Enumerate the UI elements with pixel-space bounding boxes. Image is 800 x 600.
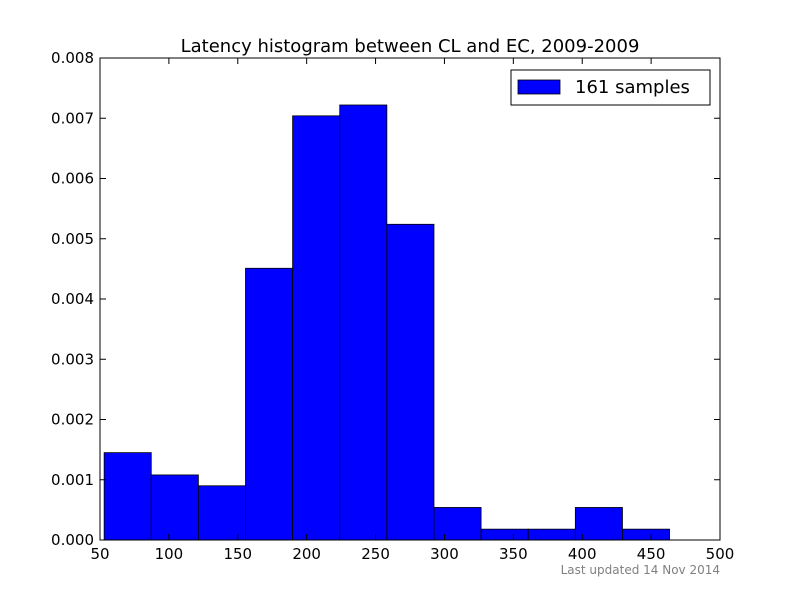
y-tick-label: 0.002	[51, 411, 94, 429]
histogram-bar	[197, 485, 246, 541]
legend-label: 161 samples	[575, 77, 690, 98]
histogram-bar	[527, 528, 576, 541]
y-tick-label: 0.001	[51, 471, 94, 489]
y-tick-label: 0.000	[51, 531, 94, 549]
bars	[103, 104, 670, 541]
histogram-bar	[622, 528, 670, 541]
chart-title: Latency histogram between CL and EC, 200…	[181, 36, 640, 57]
histogram-bar	[292, 115, 341, 541]
x-tick-label: 400	[568, 545, 597, 563]
histogram-bar	[574, 507, 623, 541]
x-tick-label: 150	[223, 545, 252, 563]
histogram-bar	[480, 528, 529, 541]
axis-ticks	[99, 57, 721, 541]
x-tick-label: 100	[155, 545, 184, 563]
x-tick-label: 450	[637, 545, 666, 563]
histogram-bar	[245, 267, 294, 541]
y-tick-label: 0.008	[51, 49, 94, 67]
histogram-bar	[339, 104, 388, 541]
y-tick-label: 0.003	[51, 350, 94, 368]
y-tick-label: 0.007	[51, 109, 94, 127]
x-tick-label: 50	[90, 545, 109, 563]
histogram-bar	[433, 507, 482, 541]
x-tick-label: 350	[499, 545, 528, 563]
axis-tick-labels: 50 100 150 200 250 300 350 400 450 500 0.000 0.001 0…	[51, 49, 734, 563]
x-tick-label: 300	[430, 545, 459, 563]
legend: 161 samples	[510, 69, 711, 106]
last-updated-note: Last updated 14 Nov 2014	[561, 563, 720, 577]
histogram-bar	[150, 474, 199, 541]
histogram-bar	[103, 452, 152, 541]
legend-swatch	[517, 79, 561, 95]
y-tick-label: 0.004	[51, 290, 94, 308]
x-tick-label: 200	[292, 545, 321, 563]
y-tick-label: 0.006	[51, 170, 94, 188]
x-tick-label: 250	[361, 545, 390, 563]
x-tick-label: 500	[706, 545, 735, 563]
histogram-bar	[386, 223, 435, 541]
y-tick-label: 0.005	[51, 230, 94, 248]
